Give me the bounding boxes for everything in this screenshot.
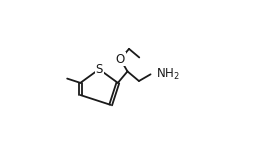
Text: O: O <box>116 53 125 66</box>
Text: S: S <box>95 63 103 76</box>
Text: NH$_2$: NH$_2$ <box>156 67 180 82</box>
